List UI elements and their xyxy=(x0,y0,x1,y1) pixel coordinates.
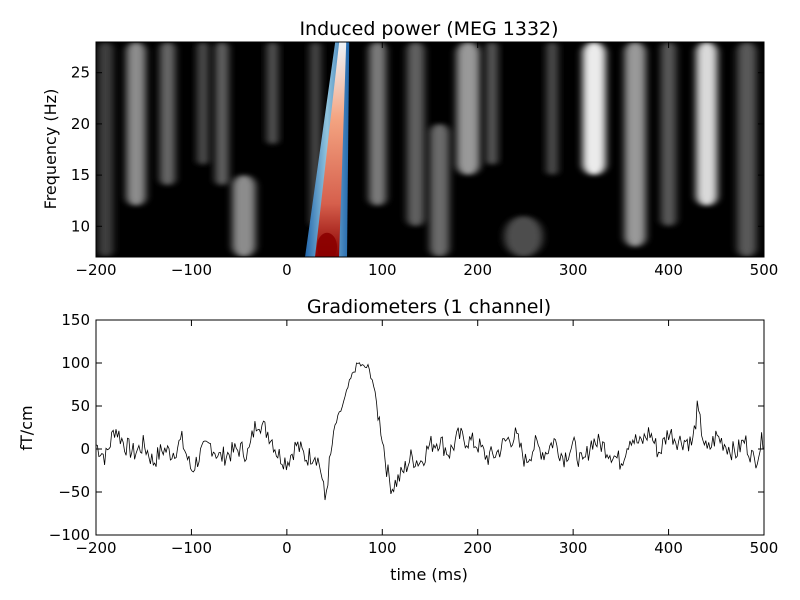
heatmap-streak xyxy=(126,42,146,206)
gradiometer-frame xyxy=(95,319,765,536)
heatmap-y-label: Frequency (Hz) xyxy=(41,89,60,210)
peak-maximum xyxy=(317,232,338,257)
heatmap-streak xyxy=(486,42,498,165)
x-tick-label: 200 xyxy=(463,261,492,279)
heatmap-streak xyxy=(97,42,114,257)
x-tick-label: 0 xyxy=(282,261,292,279)
y-tick-label: 15 xyxy=(71,166,90,184)
x-tick-label: 300 xyxy=(559,539,588,557)
x-tick-label: 200 xyxy=(463,539,492,557)
x-tick-label: 300 xyxy=(559,261,588,279)
gradiometer-y-label: fT/cm xyxy=(17,405,36,450)
y-tick-label: 50 xyxy=(71,397,90,415)
gradiometer-panel: Gradiometers (1 channel) −200 −100 0 100 200… xyxy=(17,296,778,584)
heatmap-streak xyxy=(582,42,606,176)
x-tick-label: 400 xyxy=(654,261,683,279)
heatmap-streak xyxy=(660,42,677,227)
heatmap-frame xyxy=(95,41,765,258)
heatmap-x-axis: −200 −100 0 100 200 300 400 500 xyxy=(75,42,778,279)
x-tick-label: 500 xyxy=(750,539,779,557)
gradiometer-y-axis: −100 −50 0 50 100 150 xyxy=(49,311,764,544)
peak-core xyxy=(315,42,347,257)
gradiometer-x-label: time (ms) xyxy=(390,565,468,584)
y-tick-label: 25 xyxy=(71,64,90,82)
x-tick-label: −100 xyxy=(171,261,212,279)
heatmap-streak xyxy=(368,42,387,206)
y-tick-label: 150 xyxy=(61,311,90,329)
heatmap-streak xyxy=(232,175,256,257)
heatmap-streak xyxy=(215,42,229,186)
heatmap-title: Induced power (MEG 1332) xyxy=(299,18,558,40)
heatmap-streak xyxy=(159,42,176,186)
y-tick-label: 10 xyxy=(71,217,90,235)
heatmap-streak xyxy=(430,123,450,257)
heatmap-panel: Induced power (MEG 1332) −200 −100 0 100 200… xyxy=(41,18,778,279)
heatmap-streak xyxy=(546,42,558,176)
y-tick-label: 0 xyxy=(80,440,90,458)
y-tick-label: 100 xyxy=(61,354,90,372)
heatmap-streak xyxy=(737,42,757,257)
heatmap-streak xyxy=(456,42,480,176)
heatmap-image xyxy=(96,42,764,257)
y-tick-label: −50 xyxy=(58,483,90,501)
x-tick-label: 100 xyxy=(368,261,397,279)
y-tick-label: 20 xyxy=(71,115,90,133)
x-tick-label: 0 xyxy=(282,539,292,557)
heatmap-streak xyxy=(504,216,543,257)
gradiometer-title: Gradiometers (1 channel) xyxy=(307,296,551,318)
heatmap-streak xyxy=(696,42,718,206)
x-tick-label: −100 xyxy=(171,539,212,557)
gradiometer-x-axis: −200 −100 0 100 200 300 400 500 xyxy=(75,320,778,557)
heatmap-streak xyxy=(266,42,279,145)
heatmap-streak xyxy=(197,42,209,165)
y-tick-label: −100 xyxy=(49,526,90,544)
x-tick-label: 100 xyxy=(368,539,397,557)
x-tick-label: −200 xyxy=(75,539,116,557)
heatmap-streak xyxy=(407,42,425,227)
heatmap-y-axis: 10 15 20 25 xyxy=(71,64,764,235)
heatmap-streak xyxy=(624,42,646,247)
x-tick-label: 500 xyxy=(750,261,779,279)
x-tick-label: −200 xyxy=(75,261,116,279)
x-tick-label: 400 xyxy=(654,539,683,557)
gradiometer-trace xyxy=(96,362,764,501)
